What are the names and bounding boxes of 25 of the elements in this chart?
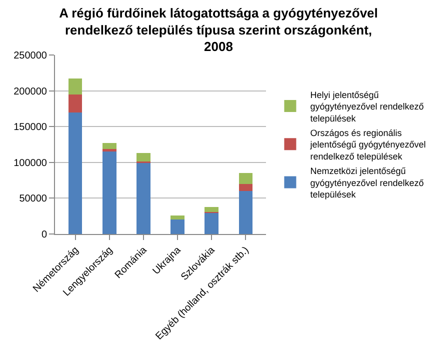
bar [238,173,252,184]
bar [238,191,252,234]
bar [102,152,116,234]
bar [68,112,82,234]
legend-label: Országos és regionális jelentőségű gyógytényezővel rendelkező települések [309,128,426,162]
bar [238,184,252,192]
bar [102,143,116,149]
bar [68,94,82,112]
legend-label: Nemzetközi jelentőségű gyógytényezővel rendelkező települések [310,166,424,200]
chart-title: A régió fürdőinek látogatottsága a gyógytényezővel rendelkező település típusa szerint országonként, 2008 [59,5,378,54]
bar [136,162,150,234]
bar [102,148,116,152]
y-tick-label: 150000 [14,122,48,134]
bar [204,212,218,234]
y-tick-label: 200000 [14,86,48,98]
bar [204,206,218,212]
y-tick-label: 250000 [14,50,48,62]
bar [170,215,184,220]
y-tick-label: 50000 [19,194,48,205]
bar [68,78,82,94]
bar [136,153,150,162]
y-tick-label: 100000 [14,158,48,169]
legend-label: Helyi jelentőségű gyógytényezővel rendelkező települések [310,90,424,124]
y-tick-label: 0 [41,230,48,240]
bar [170,220,184,234]
